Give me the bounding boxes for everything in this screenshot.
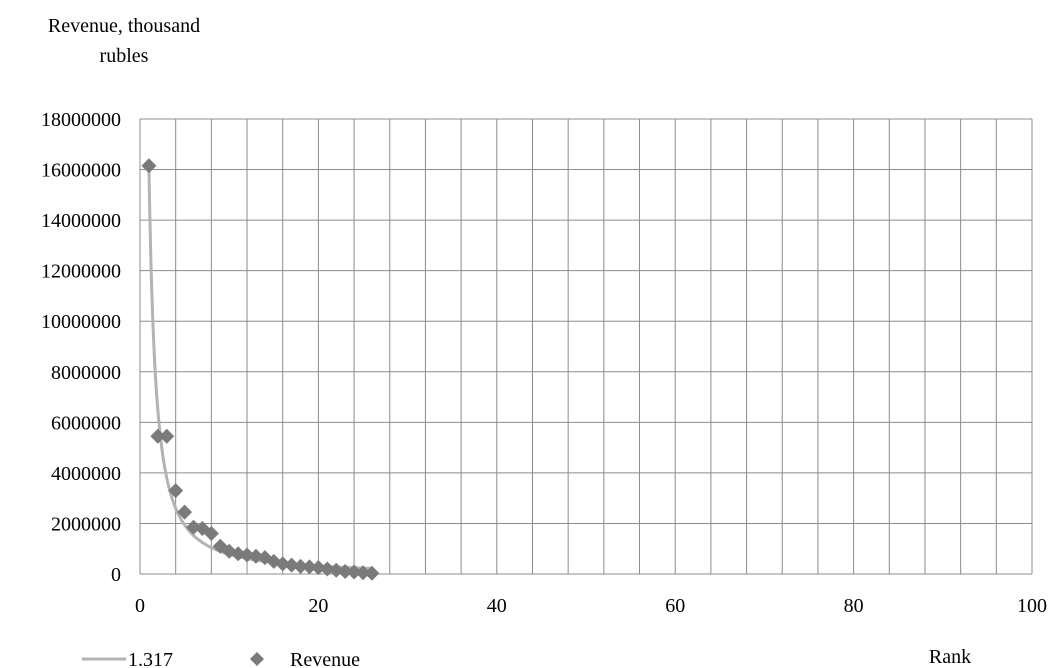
y-tick-labels: 0 2000000 4000000 6000000 8000000 10000000 120…: [41, 109, 121, 586]
revenue-point: [230, 546, 246, 562]
x-tick-label: 0: [135, 595, 145, 617]
revenue-point: [337, 563, 353, 579]
y-tick-label: 14000000: [41, 210, 121, 232]
revenue-point: [248, 548, 264, 564]
revenue-point: [301, 559, 317, 575]
x-axis-label: Rank: [929, 646, 971, 668]
y-tick-label: 8000000: [51, 362, 121, 384]
y-axis-label-line-1: Revenue, thousand: [48, 15, 200, 37]
revenue-point: [346, 564, 362, 580]
y-tick-label: 4000000: [51, 463, 121, 485]
y-tick-label: 6000000: [51, 412, 121, 434]
x-tick-label: 60: [665, 595, 685, 617]
y-tick-label: 0: [111, 564, 121, 586]
revenue-point: [203, 526, 219, 542]
x-tick-labels: 0 20 40 60 80 100: [135, 595, 1047, 617]
revenue-point: [364, 565, 380, 581]
revenue-point: [310, 560, 326, 576]
y-axis-label-line-2: rubles: [100, 45, 149, 67]
revenue-point: [141, 158, 157, 174]
revenue-points-layer: [141, 158, 380, 581]
y-tick-label: 10000000: [41, 311, 121, 333]
y-tick-label: 18000000: [41, 109, 121, 131]
y-tick-label: 16000000: [41, 160, 121, 182]
x-tick-label: 80: [844, 595, 864, 617]
y-tick-label: 2000000: [51, 513, 121, 535]
revenue-point: [239, 547, 255, 563]
legend-revenue-label: Revenue: [290, 649, 360, 668]
revenue-point: [150, 428, 166, 444]
revenue-point: [355, 565, 371, 581]
revenue-point: [293, 558, 309, 574]
grid: [139, 118, 1033, 575]
revenue-point: [186, 519, 202, 535]
x-tick-label: 20: [308, 595, 328, 617]
y-tick-label: 12000000: [41, 261, 121, 283]
revenue-point: [177, 504, 193, 520]
x-tick-label: 100: [1017, 595, 1047, 617]
revenue-point: [284, 557, 300, 573]
revenue-point: [159, 428, 175, 444]
revenue-point: [168, 483, 184, 499]
revenue-point: [319, 561, 335, 577]
legend: 1.317 Revenue: [82, 649, 360, 668]
x-tick-label: 40: [487, 595, 507, 617]
legend-trend-label: 1.317: [128, 649, 173, 668]
revenue-point: [328, 562, 344, 578]
legend-revenue-marker-icon: [250, 652, 264, 666]
revenue-point: [275, 556, 291, 572]
